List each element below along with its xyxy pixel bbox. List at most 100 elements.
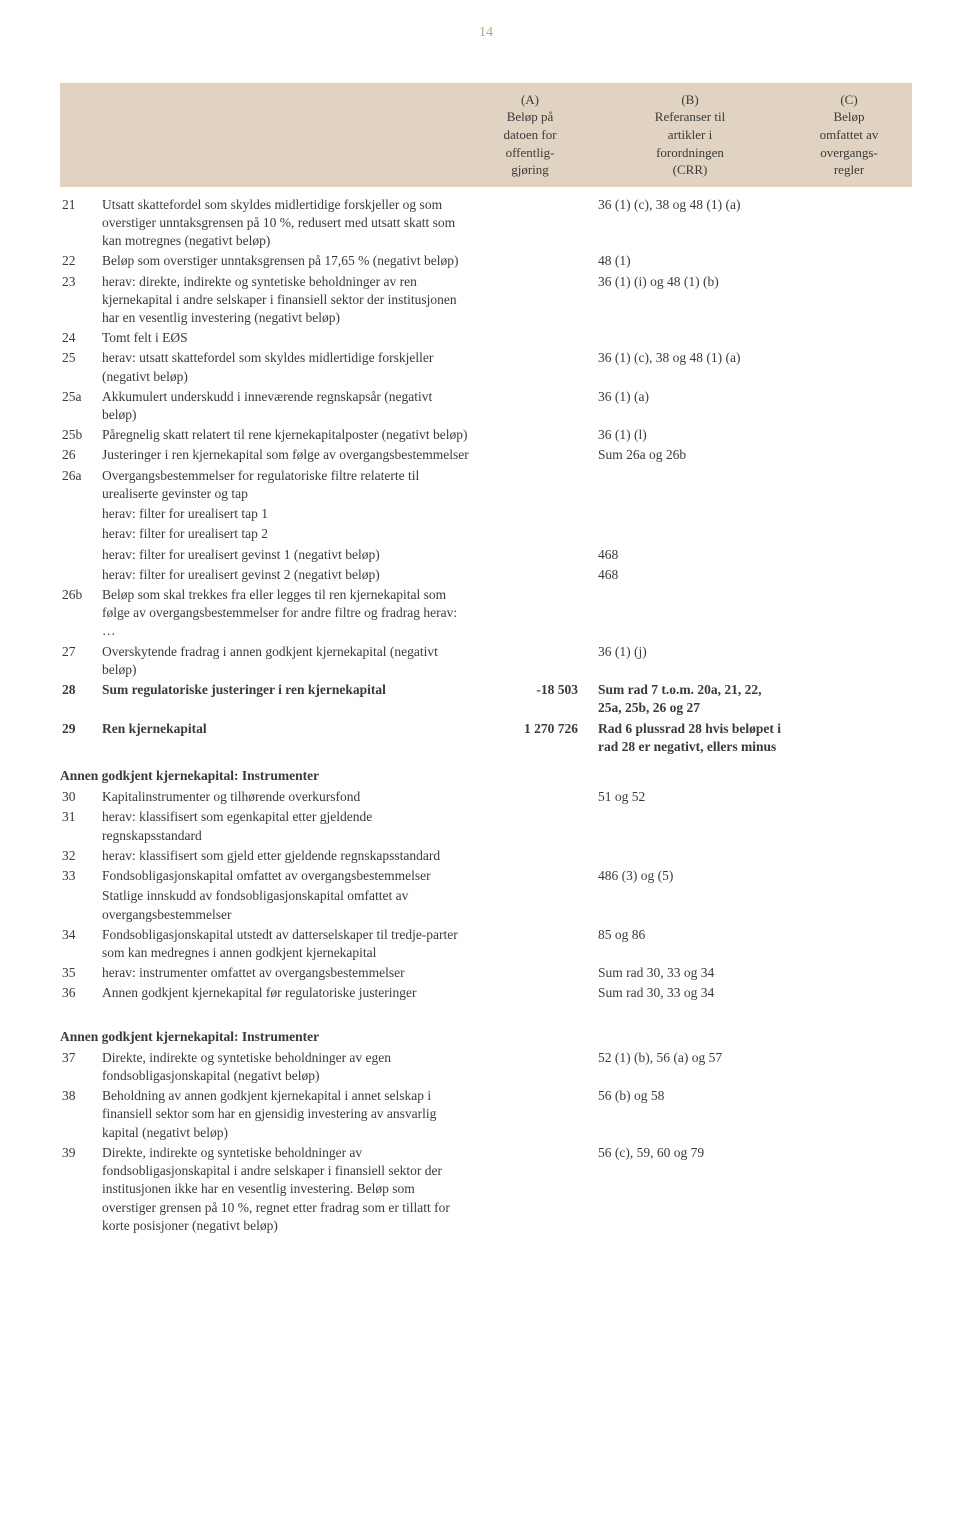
header-col-a: (A) Beløp på datoen for offentlig- gjøri… bbox=[482, 91, 592, 179]
row-id: 26b bbox=[60, 586, 102, 604]
row-reference-b: Sum rad 30, 33 og 34 bbox=[592, 984, 792, 1002]
section-title-2: Annen godkjent kjernekapital: Instrument… bbox=[60, 1018, 912, 1048]
row-description: Statlige innskudd av fondsobligasjonskap… bbox=[102, 887, 482, 923]
row-reference-b: 48 (1) bbox=[592, 252, 792, 270]
table-row: 26bBeløp som skal trekkes fra eller legg… bbox=[60, 585, 912, 642]
row-description: Tomt felt i EØS bbox=[102, 329, 482, 347]
row-reference-b: Sum rad 30, 33 og 34 bbox=[592, 964, 792, 982]
row-id: 25 bbox=[60, 349, 102, 367]
row-id: 21 bbox=[60, 196, 102, 214]
table-row: 33Fondsobligasjonskapital omfattet av ov… bbox=[60, 866, 912, 886]
row-id: 38 bbox=[60, 1087, 102, 1105]
row-description: Overskytende fradrag i annen godkjent kj… bbox=[102, 643, 482, 679]
row-description: herav: utsatt skattefordel som skyldes m… bbox=[102, 349, 482, 385]
row-id: 25a bbox=[60, 388, 102, 406]
row-description: Ren kjernekapital bbox=[102, 720, 482, 738]
table-row: 26Justeringer i ren kjernekapital som fø… bbox=[60, 445, 912, 465]
table-row: 25herav: utsatt skattefordel som skyldes… bbox=[60, 348, 912, 386]
row-reference-b: 36 (1) (c), 38 og 48 (1) (a) bbox=[592, 349, 792, 367]
row-reference-b: 486 (3) og (5) bbox=[592, 867, 792, 885]
row-id: 30 bbox=[60, 788, 102, 806]
row-reference-b: 56 (c), 59, 60 og 79 bbox=[592, 1144, 792, 1162]
table-row: 25bPåregnelig skatt relatert til rene kj… bbox=[60, 425, 912, 445]
table-row: 36Annen godkjent kjernekapital før regul… bbox=[60, 983, 912, 1003]
table-row: herav: filter for urealisert tap 2 bbox=[60, 524, 912, 544]
row-id: 28 bbox=[60, 681, 102, 699]
row-amount-a: -18 503 bbox=[482, 681, 592, 699]
row-id: 32 bbox=[60, 847, 102, 865]
table-row: 26aOvergangsbestemmelser for regulatoris… bbox=[60, 466, 912, 504]
row-id: 35 bbox=[60, 964, 102, 982]
table-row: Statlige innskudd av fondsobligasjonskap… bbox=[60, 886, 912, 924]
row-reference-b: Sum 26a og 26b bbox=[592, 446, 792, 464]
section-title-1: Annen godkjent kjernekapital: Instrument… bbox=[60, 757, 912, 787]
row-reference-b: 468 bbox=[592, 546, 792, 564]
row-description: herav: filter for urealisert gevinst 2 (… bbox=[102, 566, 482, 584]
header-col-c: (C) Beløp omfattet av overgangs- regler bbox=[792, 91, 912, 179]
row-description: herav: filter for urealisert gevinst 1 (… bbox=[102, 546, 482, 564]
row-id: 36 bbox=[60, 984, 102, 1002]
row-description: Overgangsbestemmelser for regulatoriske … bbox=[102, 467, 482, 503]
row-reference-b: Sum rad 7 t.o.m. 20a, 21, 22, 25a, 25b, … bbox=[592, 681, 792, 717]
row-id: 25b bbox=[60, 426, 102, 444]
row-description: herav: filter for urealisert tap 1 bbox=[102, 505, 482, 523]
row-description: herav: filter for urealisert tap 2 bbox=[102, 525, 482, 543]
row-reference-b: 36 (1) (l) bbox=[592, 426, 792, 444]
page-number: 14 bbox=[60, 24, 912, 43]
row-amount-a: 1 270 726 bbox=[482, 720, 592, 738]
table-body-3: 37Direkte, indirekte og syntetiske behol… bbox=[60, 1048, 912, 1236]
row-id: 26 bbox=[60, 446, 102, 464]
table-row: 37Direkte, indirekte og syntetiske behol… bbox=[60, 1048, 912, 1086]
row-reference-b: 36 (1) (a) bbox=[592, 388, 792, 406]
table-body-1: 21Utsatt skattefordel som skyldes midler… bbox=[60, 195, 912, 757]
row-id: 34 bbox=[60, 926, 102, 944]
row-reference-b: 36 (1) (i) og 48 (1) (b) bbox=[592, 273, 792, 291]
row-reference-b: 56 (b) og 58 bbox=[592, 1087, 792, 1105]
row-description: Utsatt skattefordel som skyldes midlerti… bbox=[102, 196, 482, 251]
row-id: 33 bbox=[60, 867, 102, 885]
table-row: 31herav: klassifisert som egenkapital et… bbox=[60, 807, 912, 845]
table-header: (A) Beløp på datoen for offentlig- gjøri… bbox=[60, 83, 912, 187]
row-reference-b: Rad 6 plussrad 28 hvis beløpet i rad 28 … bbox=[592, 720, 792, 756]
table-row: herav: filter for urealisert tap 1 bbox=[60, 504, 912, 524]
row-id: 27 bbox=[60, 643, 102, 661]
row-description: Akkumulert underskudd i inneværende regn… bbox=[102, 388, 482, 424]
row-id: 29 bbox=[60, 720, 102, 738]
table-row: 22Beløp som overstiger unntaksgrensen på… bbox=[60, 251, 912, 271]
row-description: Beløp som overstiger unntaksgrensen på 1… bbox=[102, 252, 482, 270]
table-row: 38Beholdning av annen godkjent kjernekap… bbox=[60, 1086, 912, 1143]
table-row: 27Overskytende fradrag i annen godkjent … bbox=[60, 642, 912, 680]
row-reference-b: 52 (1) (b), 56 (a) og 57 bbox=[592, 1049, 792, 1067]
row-reference-b: 36 (1) (c), 38 og 48 (1) (a) bbox=[592, 196, 792, 214]
row-description: Kapitalinstrumenter og tilhørende overku… bbox=[102, 788, 482, 806]
row-description: Direkte, indirekte og syntetiske beholdn… bbox=[102, 1049, 482, 1085]
row-description: Justeringer i ren kjernekapital som følg… bbox=[102, 446, 482, 464]
table-row: 25aAkkumulert underskudd i inneværende r… bbox=[60, 387, 912, 425]
table-row: 32herav: klassifisert som gjeld etter gj… bbox=[60, 846, 912, 866]
row-description: Annen godkjent kjernekapital før regulat… bbox=[102, 984, 482, 1002]
row-description: herav: klassifisert som gjeld etter gjel… bbox=[102, 847, 482, 865]
table-row: 34Fondsobligasjonskapital utstedt av dat… bbox=[60, 925, 912, 963]
header-col-b: (B) Referanser til artikler i forordning… bbox=[592, 91, 792, 179]
table-body-2: 30Kapitalinstrumenter og tilhørende over… bbox=[60, 787, 912, 1003]
row-description: herav: instrumenter omfattet av overgang… bbox=[102, 964, 482, 982]
row-reference-b: 468 bbox=[592, 566, 792, 584]
row-description: herav: klassifisert som egenkapital ette… bbox=[102, 808, 482, 844]
table-row: 29Ren kjernekapital1 270 726Rad 6 plussr… bbox=[60, 719, 912, 757]
row-description: Fondsobligasjonskapital utstedt av datte… bbox=[102, 926, 482, 962]
table-row: 28Sum regulatoriske justeringer i ren kj… bbox=[60, 680, 912, 718]
row-id: 31 bbox=[60, 808, 102, 826]
row-reference-b: 36 (1) (j) bbox=[592, 643, 792, 661]
table-row: herav: filter for urealisert gevinst 1 (… bbox=[60, 545, 912, 565]
row-reference-b: 85 og 86 bbox=[592, 926, 792, 944]
row-description: Fondsobligasjonskapital omfattet av over… bbox=[102, 867, 482, 885]
row-id: 39 bbox=[60, 1144, 102, 1162]
row-id: 26a bbox=[60, 467, 102, 485]
row-description: Direkte, indirekte og syntetiske beholdn… bbox=[102, 1144, 482, 1235]
row-id: 37 bbox=[60, 1049, 102, 1067]
row-id: 23 bbox=[60, 273, 102, 291]
row-id: 22 bbox=[60, 252, 102, 270]
table-row: 23herav: direkte, indirekte og syntetisk… bbox=[60, 272, 912, 329]
row-description: Beløp som skal trekkes fra eller legges … bbox=[102, 586, 482, 641]
table-row: 24Tomt felt i EØS bbox=[60, 328, 912, 348]
